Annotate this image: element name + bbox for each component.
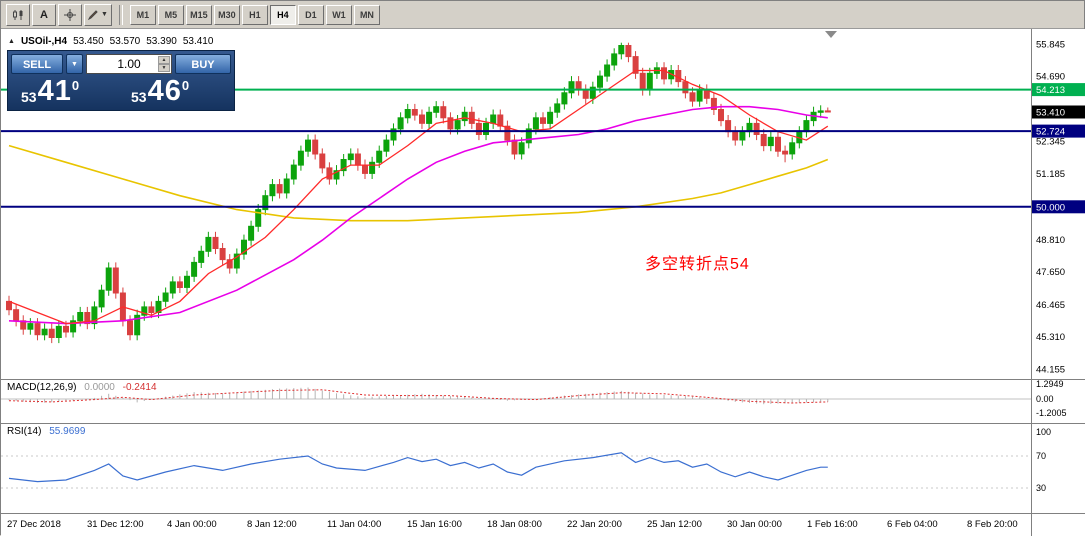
pencil-icon (88, 9, 99, 20)
svg-text:0.00: 0.00 (1036, 394, 1054, 404)
text-label-tool-button[interactable]: A (32, 4, 56, 26)
timeframe-button-M15[interactable]: M15 (186, 5, 212, 25)
volume-field[interactable]: 1.00 ▲ ▼ (86, 54, 172, 74)
chart-region: 55.845 54.690 52.345 51.185 48.810 47.650 46.4… (1, 29, 1085, 536)
svg-text:30: 30 (1036, 483, 1046, 493)
svg-text:8 Feb 20:00: 8 Feb 20:00 (967, 519, 1018, 530)
timeframe-button-W1[interactable]: W1 (326, 5, 352, 25)
ohlc-close: 53.410 (183, 36, 214, 47)
macd-signal-value: -0.2414 (123, 382, 157, 393)
timeframe-button-H4[interactable]: H4 (270, 5, 296, 25)
svg-text:48.810: 48.810 (1036, 235, 1065, 246)
symbol-name: USOil-,H4 (21, 36, 67, 47)
volume-down-button[interactable]: ▼ (158, 64, 170, 72)
macd-name: MACD(12,26,9) (7, 382, 76, 393)
svg-text:50.000: 50.000 (1036, 202, 1065, 213)
chevron-down-icon: ▼ (101, 11, 108, 18)
volume-up-button[interactable]: ▲ (158, 56, 170, 64)
candlestick-tool-button[interactable] (6, 4, 30, 26)
ohlc-high: 53.570 (110, 36, 141, 47)
one-click-trading-panel: SELL ▼ 1.00 ▲ ▼ BUY 53 41 0 5 (7, 50, 235, 111)
svg-text:55.845: 55.845 (1036, 39, 1065, 50)
timeframe-button-MN[interactable]: MN (354, 5, 380, 25)
svg-text:18 Jan 08:00: 18 Jan 08:00 (487, 519, 542, 530)
bid-price: 53 41 0 (11, 77, 121, 106)
svg-text:8 Jan 12:00: 8 Jan 12:00 (247, 519, 297, 530)
timeframe-button-H1[interactable]: H1 (242, 5, 268, 25)
svg-text:54.213: 54.213 (1036, 85, 1065, 96)
svg-text:70: 70 (1036, 451, 1046, 461)
svg-text:47.650: 47.650 (1036, 267, 1065, 278)
svg-text:27 Dec 2018: 27 Dec 2018 (7, 519, 61, 530)
svg-text:52.345: 52.345 (1036, 137, 1065, 148)
bid-price-prefix: 53 (21, 90, 37, 104)
svg-text:45.310: 45.310 (1036, 332, 1065, 343)
chevron-down-icon: ▼ (71, 61, 78, 68)
ohlc-low: 53.390 (146, 36, 177, 47)
svg-text:53.410: 53.410 (1036, 108, 1065, 119)
rsi-name: RSI(14) (7, 426, 41, 437)
svg-text:31 Dec 12:00: 31 Dec 12:00 (87, 519, 144, 530)
svg-text:4 Jan 00:00: 4 Jan 00:00 (167, 519, 217, 530)
timeframe-button-D1[interactable]: D1 (298, 5, 324, 25)
timeframe-button-M1[interactable]: M1 (130, 5, 156, 25)
rsi-value: 55.9699 (49, 426, 85, 437)
rsi-indicator-label: RSI(14) 55.9699 (7, 426, 85, 437)
svg-text:46.465: 46.465 (1036, 300, 1065, 311)
draw-tool-dropdown-button[interactable]: ▼ (84, 4, 112, 26)
toolbar-separator (119, 5, 123, 25)
chart-ohlc-readout: ▲ USOil-,H4 53.450 53.570 53.390 53.410 (8, 36, 213, 47)
volume-value: 1.00 (117, 57, 140, 71)
svg-text:22 Jan 20:00: 22 Jan 20:00 (567, 519, 622, 530)
order-type-dropdown[interactable]: ▼ (66, 54, 83, 74)
svg-text:6 Feb 04:00: 6 Feb 04:00 (887, 519, 938, 530)
svg-text:15 Jan 16:00: 15 Jan 16:00 (407, 519, 462, 530)
buy-button[interactable]: BUY (175, 54, 231, 74)
ask-price-prefix: 53 (131, 90, 147, 104)
symbol-marker-icon: ▲ (8, 38, 15, 45)
crosshair-tool-button[interactable] (58, 4, 82, 26)
text-tool-icon: A (40, 9, 48, 21)
timeframe-button-M5[interactable]: M5 (158, 5, 184, 25)
svg-text:52.724: 52.724 (1036, 127, 1065, 138)
chart-text-annotation: 多空转折点54 (645, 250, 750, 274)
timeframe-button-M30[interactable]: M30 (214, 5, 240, 25)
svg-text:54.690: 54.690 (1036, 71, 1065, 82)
bid-price-big-digits: 41 (38, 79, 72, 104)
svg-text:11 Jan 04:00: 11 Jan 04:00 (327, 519, 381, 530)
svg-text:30 Jan 00:00: 30 Jan 00:00 (727, 519, 782, 530)
ohlc-open: 53.450 (73, 36, 104, 47)
crosshair-icon (64, 9, 76, 21)
svg-text:1 Feb 16:00: 1 Feb 16:00 (807, 519, 858, 530)
macd-main-value: 0.0000 (84, 382, 115, 393)
ask-price: 53 46 0 (121, 77, 231, 106)
svg-text:25 Jan 12:00: 25 Jan 12:00 (647, 519, 702, 530)
ask-price-big-digits: 46 (148, 79, 182, 104)
svg-text:51.185: 51.185 (1036, 169, 1065, 180)
svg-text:100: 100 (1036, 427, 1051, 437)
ask-price-sup-digit: 0 (182, 79, 189, 92)
svg-text:1.2949: 1.2949 (1036, 379, 1064, 389)
bid-price-sup-digit: 0 (72, 79, 79, 92)
sell-button[interactable]: SELL (11, 54, 63, 74)
candlestick-chart-icon (12, 9, 24, 21)
volume-spinner: ▲ ▼ (158, 56, 170, 72)
svg-text:44.155: 44.155 (1036, 364, 1065, 375)
macd-indicator-label: MACD(12,26,9) 0.0000 -0.2414 (7, 382, 157, 393)
svg-text:-1.2005: -1.2005 (1036, 408, 1067, 418)
